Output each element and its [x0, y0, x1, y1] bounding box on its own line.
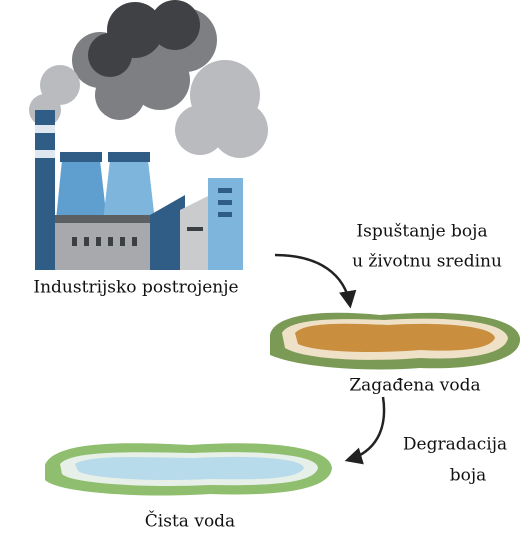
node-label: Čista voda: [145, 511, 235, 532]
page: Industrijsko postrojenje Ispuštanje boja…: [0, 0, 527, 535]
polluted-pond-icon: [270, 313, 520, 370]
arrow: [275, 255, 350, 305]
edge-label: Degradacija: [403, 435, 507, 455]
arrow: [348, 397, 384, 460]
edge-label: boja: [450, 466, 487, 486]
edge-label: Ispuštanje boja: [356, 222, 487, 242]
node-label: Industrijsko postrojenje: [33, 278, 238, 298]
factory-icon: [29, 0, 268, 270]
edge-label: u životnu sredinu: [352, 252, 502, 272]
clean-pond-icon: [45, 443, 332, 495]
node-label: Zagađena voda: [349, 376, 480, 396]
diagram: Industrijsko postrojenje Ispuštanje boja…: [0, 0, 527, 535]
